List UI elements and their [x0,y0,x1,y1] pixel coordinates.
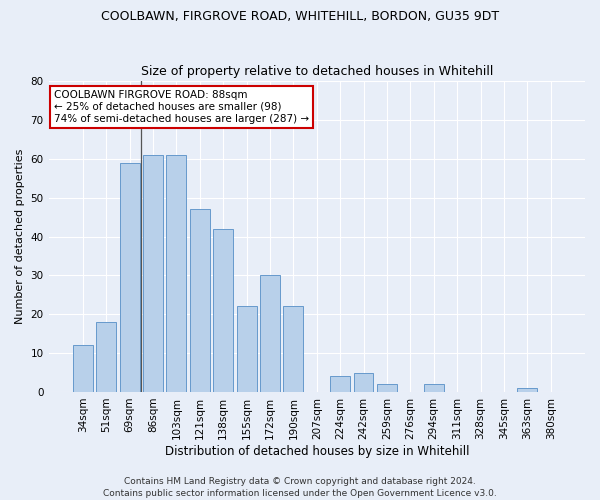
Bar [120,162,140,392]
Bar [143,155,163,392]
X-axis label: Distribution of detached houses by size in Whitehill: Distribution of detached houses by size … [164,444,469,458]
Bar [353,372,373,392]
Bar [424,384,443,392]
Bar [97,322,116,392]
Bar [213,228,233,392]
Bar [260,276,280,392]
Title: Size of property relative to detached houses in Whitehill: Size of property relative to detached ho… [140,66,493,78]
Text: COOLBAWN, FIRGROVE ROAD, WHITEHILL, BORDON, GU35 9DT: COOLBAWN, FIRGROVE ROAD, WHITEHILL, BORD… [101,10,499,23]
Text: Contains HM Land Registry data © Crown copyright and database right 2024.
Contai: Contains HM Land Registry data © Crown c… [103,476,497,498]
Y-axis label: Number of detached properties: Number of detached properties [15,149,25,324]
Bar [283,306,304,392]
Bar [236,306,257,392]
Bar [330,376,350,392]
Bar [377,384,397,392]
Bar [166,155,187,392]
Text: COOLBAWN FIRGROVE ROAD: 88sqm
← 25% of detached houses are smaller (98)
74% of s: COOLBAWN FIRGROVE ROAD: 88sqm ← 25% of d… [54,90,309,124]
Bar [190,210,210,392]
Bar [73,346,93,392]
Bar [517,388,537,392]
